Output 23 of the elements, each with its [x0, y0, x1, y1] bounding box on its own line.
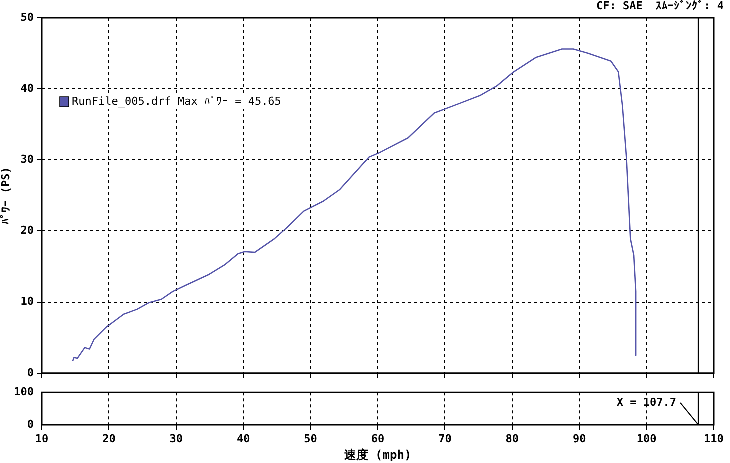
x-tick-label: 20	[102, 432, 116, 446]
y-tick-label: 50	[20, 10, 34, 24]
x-axis-title: 速度 (mph)	[343, 448, 412, 462]
x-tick-label: 100	[636, 432, 657, 446]
x-tick-label: 110	[704, 432, 724, 446]
y-tick-label: 100	[14, 385, 34, 398]
y-tick-label: 10	[20, 295, 34, 308]
y-tick-label: 20	[20, 224, 34, 238]
y-tick-label: 40	[20, 82, 34, 95]
x-tick-label: 30	[170, 432, 184, 446]
text: CF: SAE ｽﾑｰｼﾞﾝｸﾞ: 4	[596, 0, 724, 12]
x-tick-label: 60	[371, 432, 385, 446]
x-tick-label: 40	[236, 432, 250, 446]
x-tick-label: 90	[572, 432, 586, 446]
y-axis-title: ﾊﾟﾜｰ (PS)	[0, 167, 12, 224]
x-tick-label: 50	[304, 432, 318, 446]
legend-label: RunFile_005.drf Max ﾊﾟﾜｰ = 45.65	[72, 94, 282, 108]
y-tick-label: 0	[27, 418, 34, 431]
x-tick-label: 80	[506, 432, 520, 446]
y-tick-label: 0	[27, 366, 34, 380]
y-tick-label: 30	[20, 153, 34, 166]
x-tick-label: 70	[438, 432, 452, 446]
ref-line-label: X = 107.7	[616, 396, 677, 409]
